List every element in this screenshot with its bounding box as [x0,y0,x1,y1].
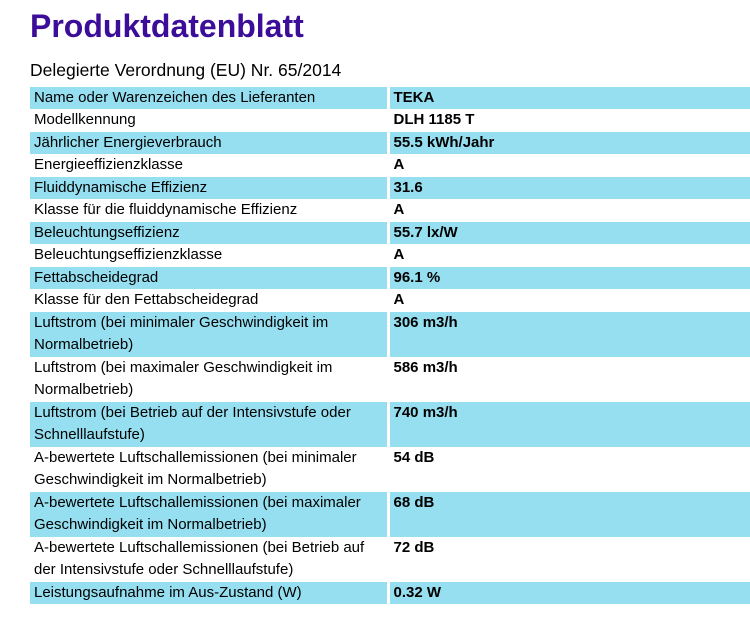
table-row: Luftstrom (bei minimaler Geschwindigkeit… [30,311,750,357]
row-label: Klasse für den Fettabscheidegrad [30,289,390,312]
row-value: A [393,156,405,174]
table-row: Leistungsaufnahme im Aus-Zustand (W) 0.3… [30,581,750,605]
row-value: A [393,201,405,219]
row-value: TEKA [393,88,435,106]
table-row: Fluiddynamische Effizienz 31.6 [30,176,750,200]
row-label: Luftstrom (bei minimaler Geschwindigkeit… [30,311,390,357]
row-value: 31.6 [393,178,423,196]
table-row: Beleuchtungseffizienzklasse A [30,244,750,267]
row-label: Klasse für die fluiddynamische Effizienz [30,199,390,222]
row-label: Jährlicher Energieverbrauch [30,131,390,155]
table-row: Name oder Warenzeichen des Lieferanten T… [30,86,750,110]
row-label: A-bewertete Luftschallemissionen (bei Be… [30,536,390,582]
table-row: Klasse für den Fettabscheidegrad A [30,289,750,312]
table-row: A-bewertete Luftschallemissionen (bei mi… [30,446,750,492]
row-label: Fettabscheidegrad [30,266,390,290]
row-label: Leistungsaufnahme im Aus-Zustand (W) [30,581,390,605]
row-label: Luftstrom (bei maximaler Geschwindigkeit… [30,356,390,402]
table-row: Modellkennung DLH 1185 T [30,109,750,132]
regulation-subtitle: Delegierte Verordnung (EU) Nr. 65/2014 [30,59,342,80]
row-value: DLH 1185 T [393,111,475,129]
row-value: 0.32 W [393,583,442,601]
datasheet-page: Produktdatenblatt Delegierte Verordnung … [30,8,750,605]
row-label: Modellkennung [30,109,390,132]
row-value: 68 dB [393,493,435,511]
row-value: 96.1 % [393,268,441,286]
row-label: Name oder Warenzeichen des Lieferanten [30,86,390,110]
row-label: Beleuchtungseffizienz [30,221,390,245]
table-row: A-bewertete Luftschallemissionen (bei Be… [30,536,750,582]
table-row: Luftstrom (bei Betrieb auf der Intensivs… [30,401,750,447]
row-value: A [393,291,405,309]
row-value: 740 m3/h [393,403,458,421]
row-label: Beleuchtungseffizienzklasse [30,244,390,267]
row-value: 55.5 kWh/Jahr [393,133,495,151]
table-row: Fettabscheidegrad 96.1 % [30,266,750,290]
row-label: A-bewertete Luftschallemissionen (bei ma… [30,491,390,537]
row-label: Energieeffizienzklasse [30,154,390,177]
row-label: Luftstrom (bei Betrieb auf der Intensivs… [30,401,390,447]
row-value: 586 m3/h [393,358,458,376]
table-row: A-bewertete Luftschallemissionen (bei ma… [30,491,750,537]
row-value: 72 dB [393,538,435,556]
table-row: Luftstrom (bei maximaler Geschwindigkeit… [30,356,750,402]
row-value: 54 dB [393,448,435,466]
row-value: A [393,246,405,264]
table-row: Energieeffizienzklasse A [30,154,750,177]
row-label: Fluiddynamische Effizienz [30,176,390,200]
page-title: Produktdatenblatt [30,8,304,44]
product-datasheet-table: Name oder Warenzeichen des Lieferanten T… [30,86,750,605]
row-value: 55.7 lx/W [393,223,458,241]
row-label: A-bewertete Luftschallemissionen (bei mi… [30,446,390,492]
table-row: Klasse für die fluiddynamische Effizienz… [30,199,750,222]
row-value: 306 m3/h [393,313,458,331]
table-row: Beleuchtungseffizienz 55.7 lx/W [30,221,750,245]
table-row: Jährlicher Energieverbrauch 55.5 kWh/Jah… [30,131,750,155]
